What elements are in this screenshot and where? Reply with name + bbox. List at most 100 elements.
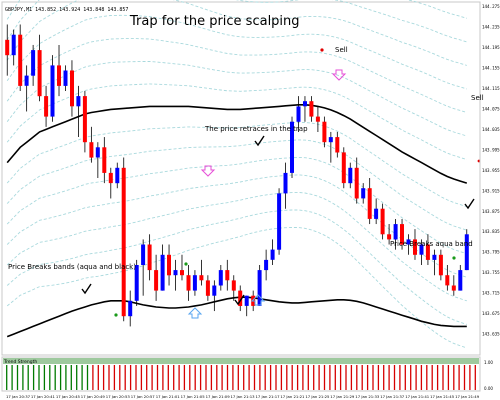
candle-body [406,239,411,245]
candle-body [167,254,171,276]
candle-body [451,285,456,291]
candle-body [108,172,113,184]
candle-body [70,70,74,107]
candle-body [89,142,94,158]
candle-body [400,224,404,245]
candle-body [341,152,346,184]
x-tick-label: 17 Jan 21:13 [231,394,256,399]
indicator-panel: 1.00 0.00 [1,356,493,392]
candle-body [438,254,443,276]
indicator-scale-bottom: 0.00 [484,386,493,391]
x-tick-label: 17 Jan 20:49 [81,394,106,399]
x-tick-label: 17 Jan 20:37 [6,394,31,399]
aqua-band-line [6,191,467,302]
aqua-band-line [6,209,467,325]
candle-body [432,254,437,260]
aqua-band-line [6,0,467,43]
x-tick-label: 17 Jan 21:09 [206,394,231,399]
y-tick-label: 143.755 [482,270,500,275]
y-tick-label: 143.835 [482,229,500,234]
candle-body [180,270,184,276]
candle-body [50,65,55,117]
candle-body [419,244,424,255]
y-tick-label: 143.955 [482,168,500,173]
signal-dot-icon [452,256,456,260]
candle-body [361,188,366,199]
x-tick-label: 17 Jan 21:17 [256,394,281,399]
x-tick-label: 17 Jan 21:45 [430,394,455,399]
aqua-band-line [6,156,467,255]
candle-body [95,147,100,158]
candle-body [445,275,450,286]
y-tick-label: 143.715 [482,291,500,296]
candle-body [225,270,230,281]
bands-layer [6,0,468,349]
signal-dot-icon [184,262,188,266]
indicator-scale-top: 1.00 [484,360,493,365]
x-tick-label: 17 Jan 21:29 [330,394,355,399]
x-tick-label: 17 Jan 21:01 [156,394,181,399]
candle-body [186,275,191,291]
candle-body [303,101,307,107]
candle-body [121,167,126,317]
y-tick-label: 143.795 [482,250,500,255]
candle-body [115,167,120,184]
candle-body [24,75,29,86]
candle-body [192,275,197,291]
candle-body [277,193,282,250]
check-mark-icon [254,135,265,147]
aqua-band-line [6,0,467,66]
indicator-label: Trend Strength [3,359,37,365]
candles-layer [5,24,469,327]
black-band-lower [6,296,467,338]
candle-body [238,290,243,306]
x-tick-label: 17 Jan 21:33 [355,394,380,399]
x-tick-label: 17 Jan 21:21 [280,394,305,399]
buy-arrow-icon [187,307,203,319]
candle-body [354,167,359,199]
x-tick-label: 17 Jan 20:53 [106,394,131,399]
y-tick-label: 143.635 [482,332,500,337]
candle-body [413,239,417,255]
candle-body [328,137,333,143]
check-mark-icon [234,294,245,306]
y-tick-label: 144.275 [482,4,500,9]
candle-body [11,34,16,56]
candle-body [374,208,379,219]
symbol-header: GBPJPY,M1 143.852 143.924 143.848 143.85… [5,7,128,13]
x-tick-label: 17 Jan 20:41 [31,394,56,399]
candle-body [257,270,262,306]
candle-body [458,270,463,291]
y-axis: 144.275 144.235 144.195 144.155 144.115 144.0… [479,4,500,352]
aqua-band-line [6,139,467,231]
y-tick-label: 143.675 [482,311,500,316]
candle-body [134,265,139,301]
annotation-retrace: The price retraces in the trap [204,125,308,133]
candle-body [18,34,23,86]
y-tick-label: 144.115 [482,86,500,91]
candle-body [296,106,301,122]
aqua-band-line [6,227,467,349]
candle-body [199,275,204,281]
candle-body [205,280,210,296]
candle-body [44,96,49,117]
candle-body [218,270,223,286]
sell-arrow-icon [331,69,347,81]
y-tick-label: 143.875 [482,209,500,214]
x-tick-label: 17 Jan 21:37 [380,394,405,399]
candle-body [264,259,269,271]
candle-body [244,295,249,306]
candle-body [173,270,178,276]
y-tick-label: 144.195 [482,45,500,50]
candle-body [154,270,159,291]
candle-body [37,50,42,97]
candle-body [102,147,107,173]
y-tick-label: 144.235 [482,25,500,30]
candle-body [231,280,236,291]
check-mark-icon [464,198,475,210]
aqua-band-line [6,61,467,137]
aqua-band-line [6,174,467,278]
candle-body [5,39,10,56]
